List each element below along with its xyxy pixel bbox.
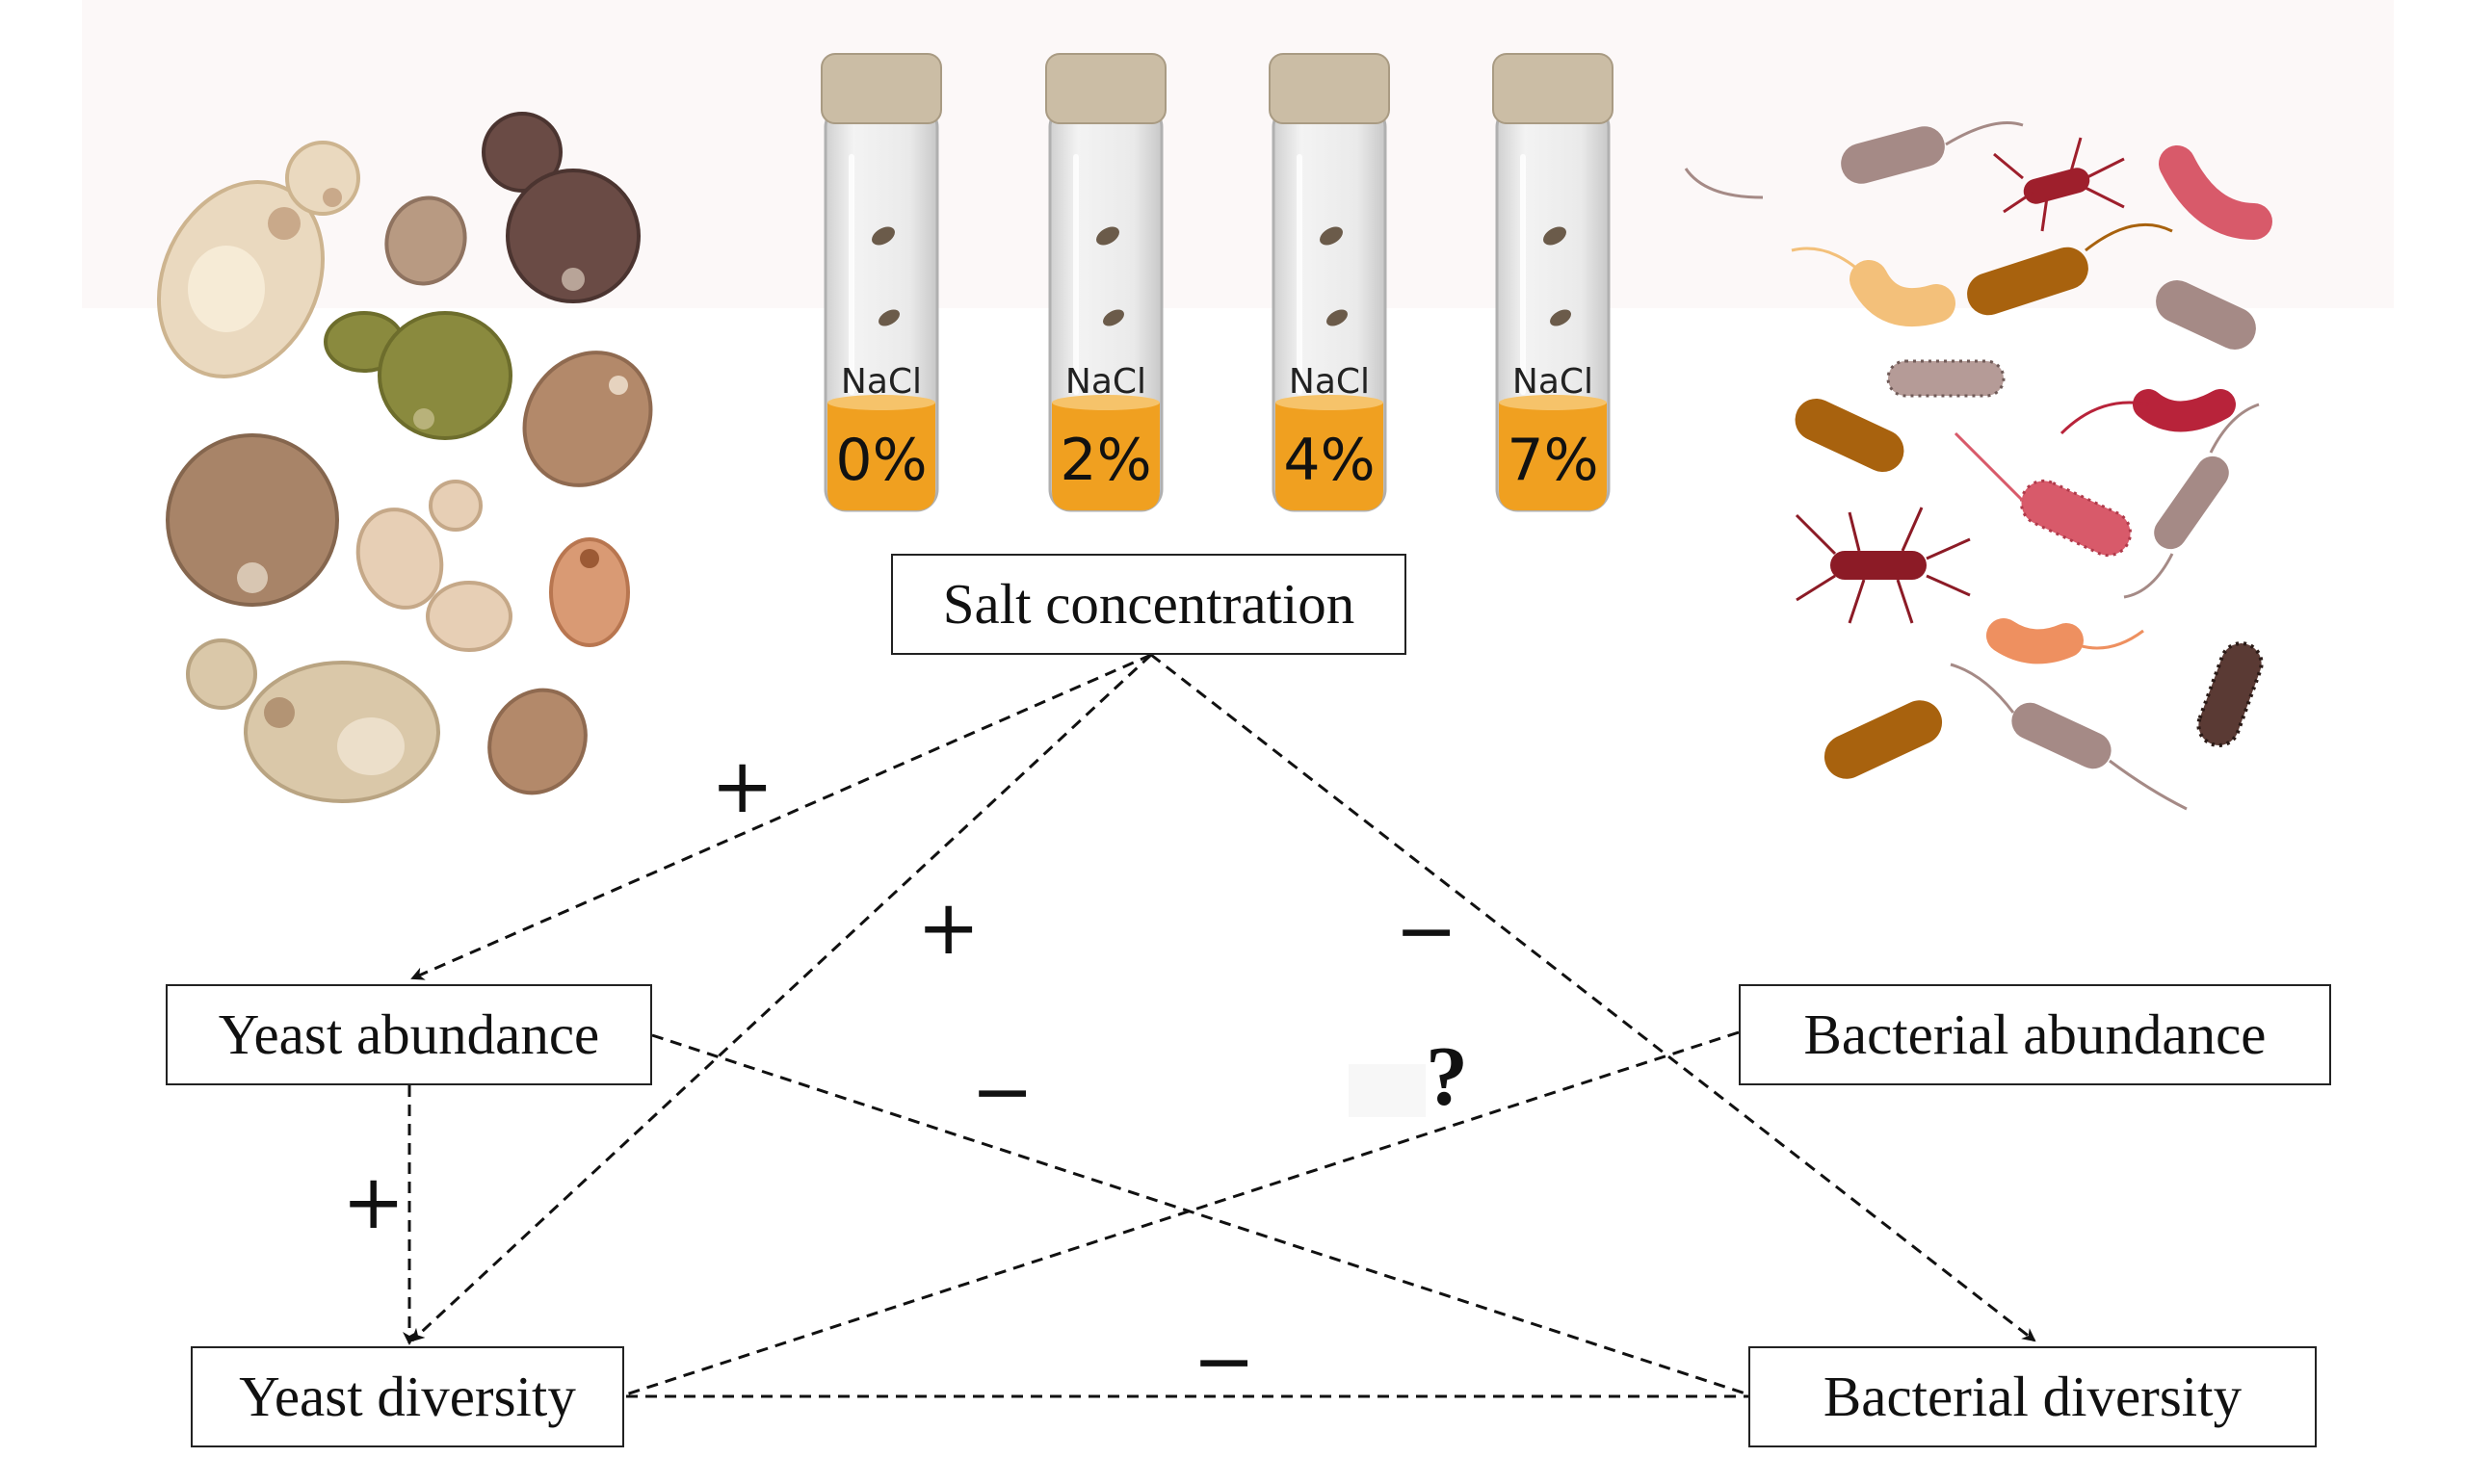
seed-icon bbox=[1320, 226, 1343, 246]
bacterium bbox=[2156, 280, 2256, 350]
tube-cap bbox=[1045, 53, 1167, 124]
yeast-cell bbox=[506, 169, 641, 303]
seed-icon bbox=[1543, 226, 1566, 246]
seed-icon bbox=[1096, 226, 1119, 246]
tube-highlight bbox=[1297, 154, 1302, 395]
sign-bacterial-abundance-yeast-diversity: ? bbox=[1426, 1030, 1468, 1124]
seed-icon bbox=[1326, 309, 1348, 326]
tube-liquid bbox=[1499, 403, 1607, 510]
tube-liquid-surface bbox=[1499, 395, 1607, 410]
bacterium bbox=[1993, 137, 2125, 232]
tube-percent-label: 7% bbox=[1507, 427, 1598, 494]
bacteria-illustration bbox=[1684, 121, 2272, 811]
yeast-cell bbox=[487, 688, 588, 795]
yeast-cell bbox=[378, 311, 512, 440]
bacterium bbox=[2123, 403, 2260, 599]
tube-highlight bbox=[849, 154, 854, 395]
test-tube: NaCl 4% bbox=[1269, 53, 1390, 512]
test-tube: NaCl 2% bbox=[1045, 53, 1167, 512]
question-mark-backdrop bbox=[1349, 1064, 1426, 1117]
yeast-cell bbox=[384, 195, 467, 286]
bacterium bbox=[1791, 247, 1955, 327]
seed-icon bbox=[872, 226, 895, 246]
seed-icon bbox=[1103, 309, 1124, 326]
tube-liquid bbox=[1052, 403, 1160, 510]
bacterium bbox=[2059, 389, 2236, 435]
edge-bacterial-abundance-yeast-diversity bbox=[625, 1030, 1740, 1396]
yeast-cell bbox=[355, 508, 444, 610]
yeast-cell bbox=[482, 112, 563, 193]
yeast-cell bbox=[186, 638, 257, 710]
node-yeast-diversity: Yeast diversity bbox=[191, 1346, 624, 1447]
tube-cap bbox=[1492, 53, 1613, 124]
node-bacterial-abundance: Bacterial abundance bbox=[1739, 984, 2331, 1085]
sign-yeast-abundance-bacterial-diversity: − bbox=[971, 1049, 1035, 1135]
sign-salt-yeast-diversity: + bbox=[917, 885, 981, 972]
edge-salt-yeast-diversity bbox=[410, 653, 1153, 1342]
yeast-cell bbox=[426, 581, 512, 652]
bacterium bbox=[1967, 222, 2173, 316]
seed-icon bbox=[1550, 309, 1571, 326]
yeast-cell bbox=[429, 480, 483, 532]
tube-cap bbox=[1269, 53, 1390, 124]
yeast-cell bbox=[166, 433, 339, 607]
tube-nacl-label: NaCl bbox=[1512, 362, 1593, 402]
tube-liquid-surface bbox=[1275, 395, 1383, 410]
yeast-cells-illustration bbox=[156, 112, 653, 803]
sign-salt-bacterial-diversity: − bbox=[1395, 888, 1458, 975]
tube-row: NaCl 0% NaCl 2% NaCl 4% NaCl 7% bbox=[821, 53, 1613, 512]
node-bacterial-diversity: Bacterial diversity bbox=[1748, 1346, 2317, 1447]
test-tube: NaCl 0% bbox=[821, 53, 942, 512]
edge-salt-bacterial-diversity bbox=[1150, 653, 2036, 1342]
sign-yeast-abundance-yeast-diversity: + bbox=[342, 1159, 406, 1246]
tube-liquid-surface bbox=[827, 395, 935, 410]
tube-highlight bbox=[1073, 154, 1079, 395]
bacterium bbox=[2196, 641, 2264, 747]
bacterium bbox=[1795, 398, 1904, 473]
yeast-cell bbox=[549, 537, 630, 647]
node-yeast-abundance: Yeast abundance bbox=[166, 984, 652, 1085]
yeast-cell bbox=[156, 180, 326, 378]
bacterium bbox=[1950, 663, 2188, 811]
relationship-edges bbox=[403, 653, 2036, 1398]
seed-icon bbox=[879, 309, 900, 326]
yeast-cell bbox=[244, 661, 440, 803]
test-tube: NaCl 7% bbox=[1492, 53, 1613, 512]
sign-salt-yeast-abundance: + bbox=[711, 743, 774, 830]
tube-nacl-label: NaCl bbox=[841, 362, 922, 402]
tube-percent-label: 0% bbox=[835, 427, 927, 494]
sign-yeast-diversity-bacterial-diversity: − bbox=[1193, 1318, 1256, 1405]
bacterium bbox=[1986, 618, 2144, 664]
tube-liquid bbox=[1275, 403, 1383, 510]
bacterium bbox=[1684, 121, 2024, 199]
tube-cap bbox=[821, 53, 942, 124]
tube-highlight bbox=[1520, 154, 1526, 395]
tube-nacl-label: NaCl bbox=[1289, 362, 1370, 402]
bacterium bbox=[2159, 145, 2272, 240]
bacterium bbox=[1954, 431, 2133, 558]
yeast-cell bbox=[285, 141, 360, 216]
node-salt-concentration: Salt concentration bbox=[891, 554, 1406, 655]
yeast-cell bbox=[522, 351, 653, 487]
tube-percent-label: 2% bbox=[1060, 427, 1151, 494]
bacterium bbox=[1823, 700, 1943, 779]
tube-liquid-surface bbox=[1052, 395, 1160, 410]
tube-nacl-label: NaCl bbox=[1065, 362, 1146, 402]
tube-liquid bbox=[827, 403, 935, 510]
bacterium bbox=[1886, 359, 2006, 398]
tube-percent-label: 4% bbox=[1283, 427, 1375, 494]
background-band-top bbox=[82, 0, 2394, 308]
bacterium bbox=[1795, 507, 1971, 624]
